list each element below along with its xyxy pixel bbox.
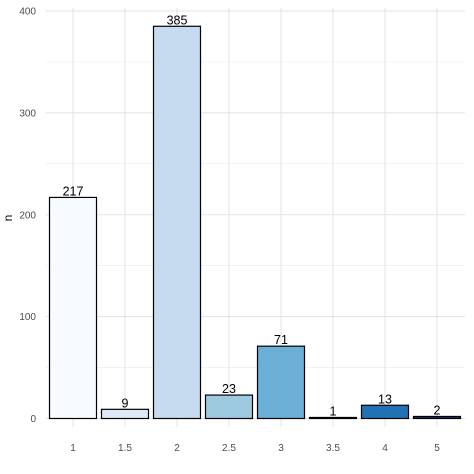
x-axis-tick-labels: 1 1.5 2 2.5 3 3.5 4 5 — [70, 443, 440, 454]
y-tick-label: 100 — [19, 312, 36, 323]
bar-value-label: 23 — [222, 382, 236, 396]
bar-value-label: 9 — [122, 396, 129, 410]
bar-value-label: 1 — [330, 404, 337, 418]
y-tick-label: 400 — [19, 7, 36, 18]
x-tick-label: 1.5 — [118, 443, 132, 454]
y-tick-label: 0 — [30, 414, 36, 425]
x-tick-label: 2 — [174, 443, 180, 454]
y-tick-label: 200 — [19, 210, 36, 221]
bar-value-labels: 217 9 385 23 71 1 13 2 — [63, 13, 441, 418]
bar-value-label: 71 — [274, 333, 288, 347]
y-axis-tick-labels: 0 100 200 300 400 — [19, 7, 36, 426]
bar-5 — [412, 415, 462, 420]
bar-1.5 — [100, 408, 150, 420]
y-tick-label: 300 — [19, 108, 36, 119]
bar-3.5 — [308, 416, 358, 420]
x-tick-label: 3.5 — [326, 443, 340, 454]
x-tick-label: 5 — [434, 443, 440, 454]
x-tick-label: 1 — [70, 443, 76, 454]
x-tick-label: 3 — [278, 443, 284, 454]
bar-value-label: 13 — [378, 392, 392, 406]
bar-value-label: 385 — [167, 13, 188, 27]
bar-3 — [256, 345, 306, 420]
x-tick-label: 2.5 — [222, 443, 236, 454]
bars — [48, 25, 462, 420]
bar-4 — [360, 404, 410, 420]
bar-2 — [152, 25, 202, 420]
bar-value-label: 2 — [434, 403, 441, 417]
bar-value-label: 217 — [63, 184, 84, 198]
x-tick-label: 4 — [382, 443, 388, 454]
bar-2.5 — [204, 394, 254, 420]
y-axis-title: n — [1, 215, 15, 222]
bar-1 — [48, 196, 98, 420]
